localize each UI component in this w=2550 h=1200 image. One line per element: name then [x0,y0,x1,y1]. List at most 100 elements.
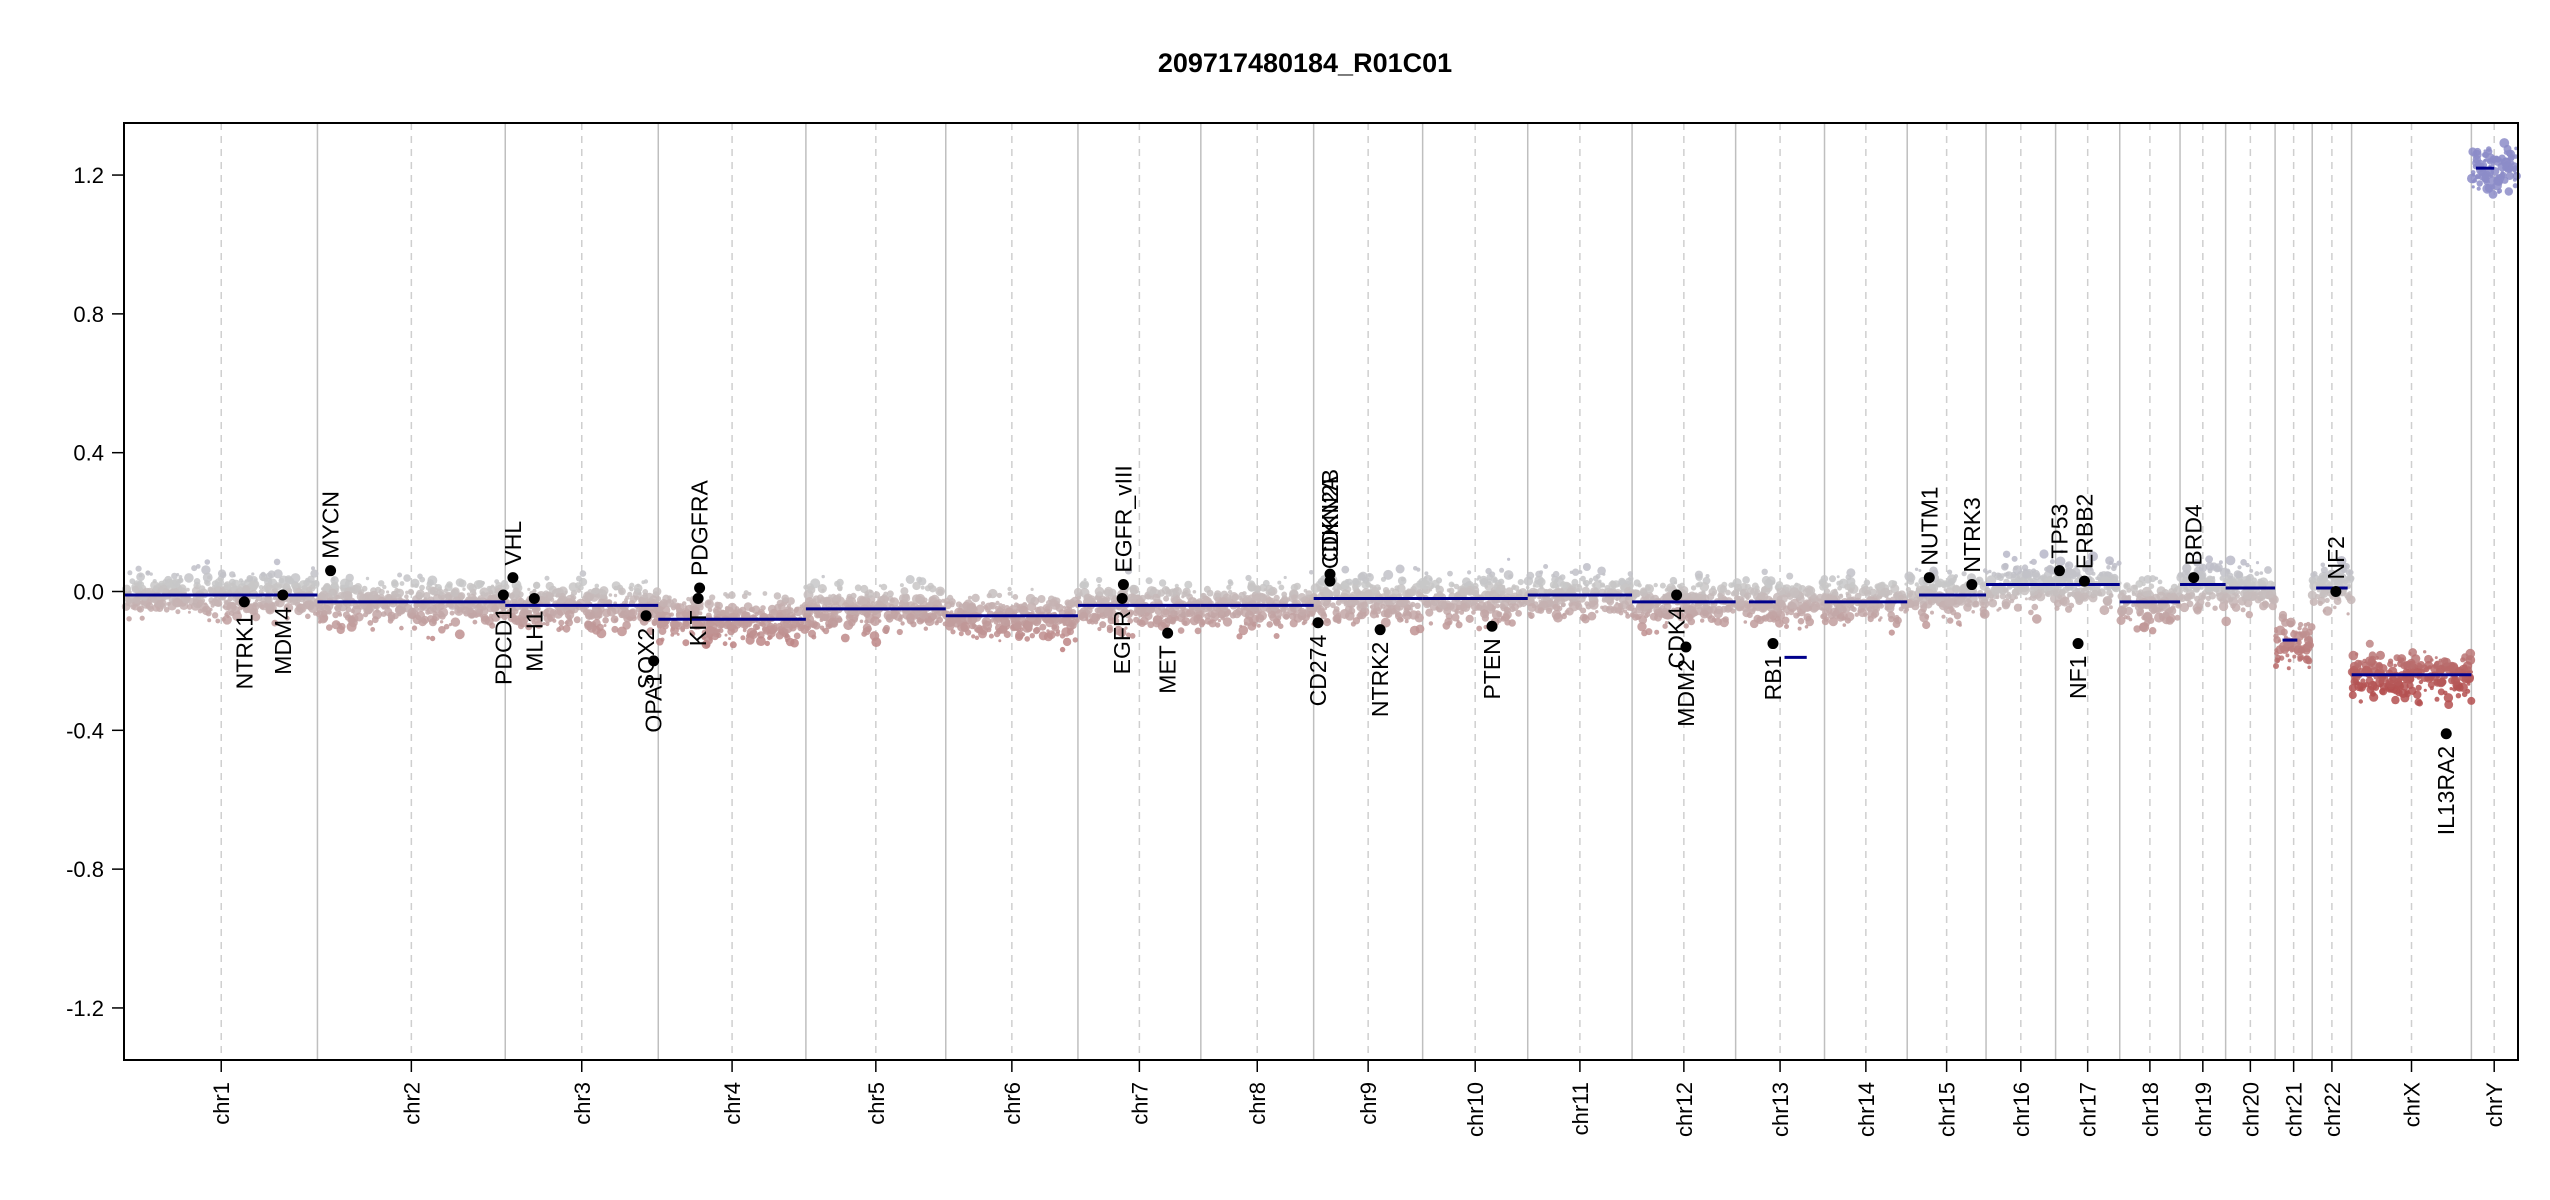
probe-point [1124,567,1133,575]
probe-point [513,608,519,615]
probe-point [785,638,789,643]
probe-point [1992,585,2000,592]
probe-point [2169,592,2178,601]
probe-point [2281,618,2290,627]
probe-point [2307,590,2317,600]
probe-point [241,585,251,595]
probe-point [1873,593,1878,598]
probe-point [2391,695,2400,705]
probe-point [1552,603,1559,610]
probe-point [1511,584,1516,589]
probe-point [618,587,626,596]
probe-point [2053,599,2062,608]
probe-point [1087,595,1096,604]
probe-point [2249,568,2254,573]
probe-point [263,582,272,592]
probe-point [397,572,403,578]
probe-point [413,602,419,608]
probe-point [1124,626,1128,630]
probe-point [1317,608,1326,617]
probe-point [1952,584,1961,594]
probe-point [2237,565,2242,570]
probe-point [1226,584,1232,590]
probe-point [438,626,446,634]
probe-point [2274,651,2279,656]
probe-point [1069,622,1074,627]
probe-point [506,608,512,614]
probe-point [532,588,537,593]
probe-point [1664,588,1669,592]
probe-point [1569,599,1574,603]
probe-point [749,606,755,613]
probe-point [1572,583,1576,588]
probe-point [2004,588,2009,593]
probe-point [740,635,746,641]
probe-point [2204,601,2211,608]
probe-point [718,628,724,634]
probe-point [1377,586,1382,591]
probe-point [329,589,336,596]
probe-point [1724,605,1732,613]
probe-point [374,594,380,600]
probe-point [1080,580,1090,590]
probe-point [1683,593,1688,597]
probe-point [1753,614,1762,623]
probe-point [1173,596,1178,601]
probe-point [776,622,783,630]
probe-point [2198,570,2207,580]
probe-point [450,588,459,598]
probe-point [611,625,619,633]
probe-point [999,624,1008,633]
probe-point [416,589,425,599]
probe-point [675,603,685,613]
probe-point [1254,585,1262,593]
probe-point [1979,609,1990,619]
probe-point [419,584,425,591]
probe-point [356,592,366,602]
probe-point [869,631,880,641]
probe-point [2198,592,2207,601]
probe-point [1043,632,1053,642]
probe-point [624,611,628,615]
probe-point [450,617,461,627]
probe-point [287,577,295,585]
probe-point [667,595,672,600]
probe-point [176,573,180,577]
probe-point [429,635,436,642]
probe-point [543,610,547,614]
probe-point [403,603,413,613]
probe-point [1352,617,1361,625]
probe-point [1700,618,1705,623]
probe-point [899,600,904,605]
probe-point [2286,666,2291,671]
probe-point [2195,601,2200,607]
probe-point [1024,636,1030,642]
probe-point [1289,619,1298,628]
probe-point [725,606,729,610]
probe-point [2052,590,2060,597]
probe-point [655,596,662,602]
probe-point [533,581,541,590]
probe-point [2116,560,2122,566]
probe-point [172,597,183,608]
probe-point [995,600,1000,606]
probe-point [1943,582,1947,586]
probe-point [1581,615,1590,624]
probe-point [217,569,227,578]
probe-point [719,620,725,625]
probe-point [1829,575,1836,583]
probe-point [728,637,732,641]
probe-point [960,621,970,632]
probe-point [1177,627,1185,634]
probe-point [1433,593,1438,597]
probe-point [1845,574,1852,581]
probe-point [1184,580,1193,589]
probe-point [1673,581,1678,585]
probe-point [2245,610,2253,619]
probe-point [260,571,266,578]
probe-point [1826,597,1830,601]
probe-point [360,601,368,609]
probe-point [202,572,213,583]
probe-point [1326,599,1332,604]
probe-point [562,624,571,633]
